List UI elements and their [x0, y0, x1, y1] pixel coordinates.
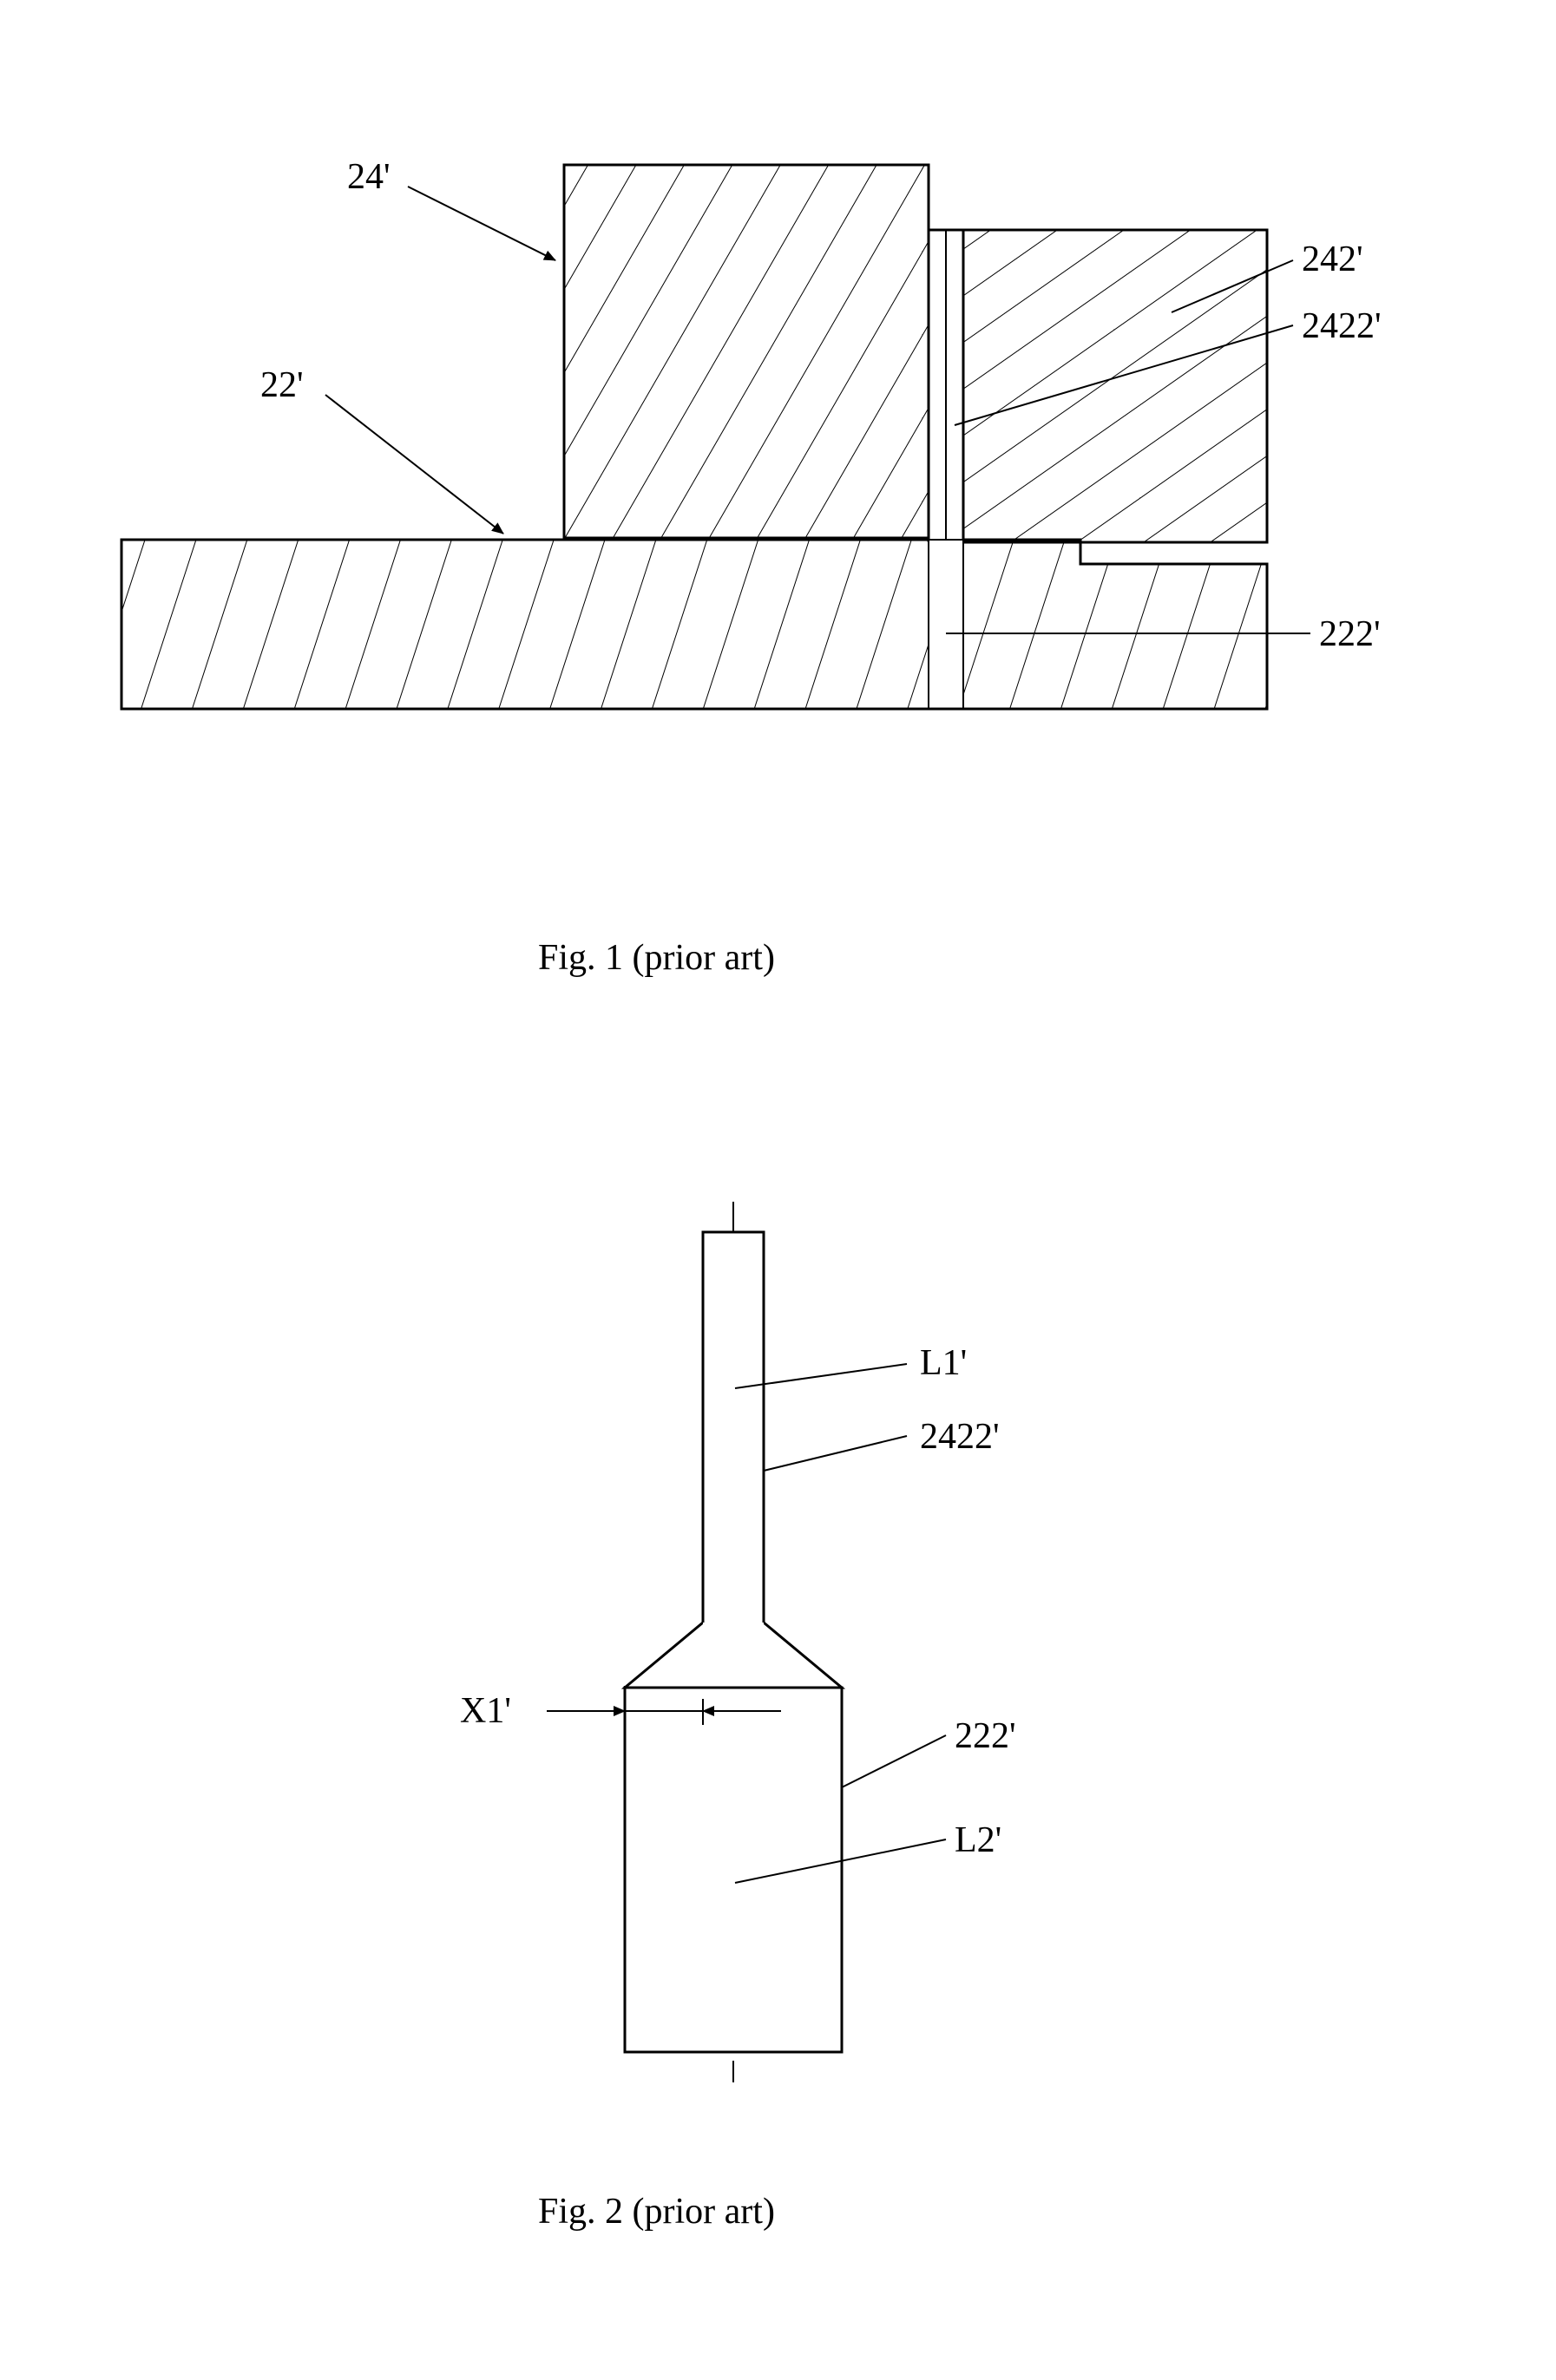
part-222-fig2: [625, 1688, 842, 2052]
label-242: 242': [1302, 239, 1363, 280]
label-2422: 2422': [1302, 305, 1382, 347]
label-L1: L1': [920, 1342, 967, 1384]
leader-2422-fig2: [764, 1436, 907, 1471]
figure-2-svg: [391, 1215, 1085, 2126]
part-242: [963, 230, 1267, 542]
part-22: [121, 540, 1267, 709]
label-22: 22': [260, 364, 304, 406]
figure-2-caption: Fig. 2 (prior art): [538, 2191, 775, 2232]
label-24: 24': [347, 156, 391, 198]
part-2422-fig2: [703, 1232, 764, 1623]
label-X1: X1': [460, 1690, 511, 1732]
cone: [625, 1623, 842, 1688]
part-24: [564, 165, 929, 538]
leader-22: [325, 395, 503, 534]
figure-1-svg: [121, 139, 1423, 833]
label-2422-fig2: 2422': [920, 1416, 1000, 1458]
leader-24: [408, 187, 555, 260]
label-222: 222': [1319, 613, 1381, 655]
leader-222-fig2: [842, 1735, 946, 1787]
figure-1-caption: Fig. 1 (prior art): [538, 937, 775, 979]
label-222-fig2: 222': [955, 1715, 1016, 1757]
label-L2: L2': [955, 1819, 1001, 1861]
